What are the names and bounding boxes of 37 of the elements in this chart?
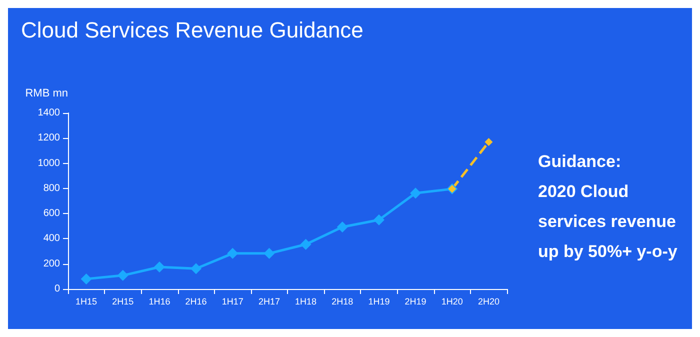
point bbox=[300, 238, 312, 250]
y-tick-label: 1200 bbox=[38, 132, 60, 144]
chart-title: Cloud Services Revenue Guidance bbox=[21, 18, 364, 42]
point bbox=[336, 222, 348, 233]
text: 2020 Cloud bbox=[538, 182, 629, 201]
y-tick-label: 1400 bbox=[38, 108, 60, 118]
point bbox=[117, 270, 128, 281]
point bbox=[80, 273, 92, 284]
y-tick-label: 800 bbox=[43, 182, 60, 194]
x-tick-label: 2H18 bbox=[332, 296, 354, 306]
x-tick-label: 2H17 bbox=[258, 296, 280, 306]
point bbox=[410, 188, 422, 199]
text: up by 50%+ y-o-y bbox=[538, 242, 678, 261]
point bbox=[154, 262, 165, 272]
x-tick-label: 1H20 bbox=[441, 296, 463, 306]
x-tick-label: 1H16 bbox=[148, 296, 170, 306]
point bbox=[190, 263, 202, 274]
x-tick-label: 2H16 bbox=[185, 296, 207, 306]
text: services revenue bbox=[538, 212, 676, 231]
x-tick-label: 2H15 bbox=[112, 296, 134, 306]
y-tick-label: 0 bbox=[54, 284, 60, 294]
y-axis-title: RMB mn bbox=[25, 88, 68, 100]
y-tick-label: 200 bbox=[43, 258, 60, 270]
y-tick-label: 1000 bbox=[38, 158, 60, 169]
y-tick-label: 400 bbox=[43, 233, 60, 244]
point bbox=[264, 248, 275, 259]
x-tick-label: 1H18 bbox=[295, 296, 317, 306]
x-tick-label: 1H15 bbox=[76, 296, 98, 306]
point bbox=[484, 138, 493, 146]
y-tick-label: 600 bbox=[43, 208, 60, 220]
text: Guidance: bbox=[538, 152, 622, 171]
x-tick-label: 2H19 bbox=[404, 296, 426, 306]
point bbox=[227, 248, 238, 259]
point bbox=[373, 214, 384, 226]
x-tick-label: 2H20 bbox=[478, 296, 500, 306]
x-tick-label: 1H19 bbox=[368, 296, 390, 306]
x-tick-label: 1H17 bbox=[222, 296, 244, 306]
